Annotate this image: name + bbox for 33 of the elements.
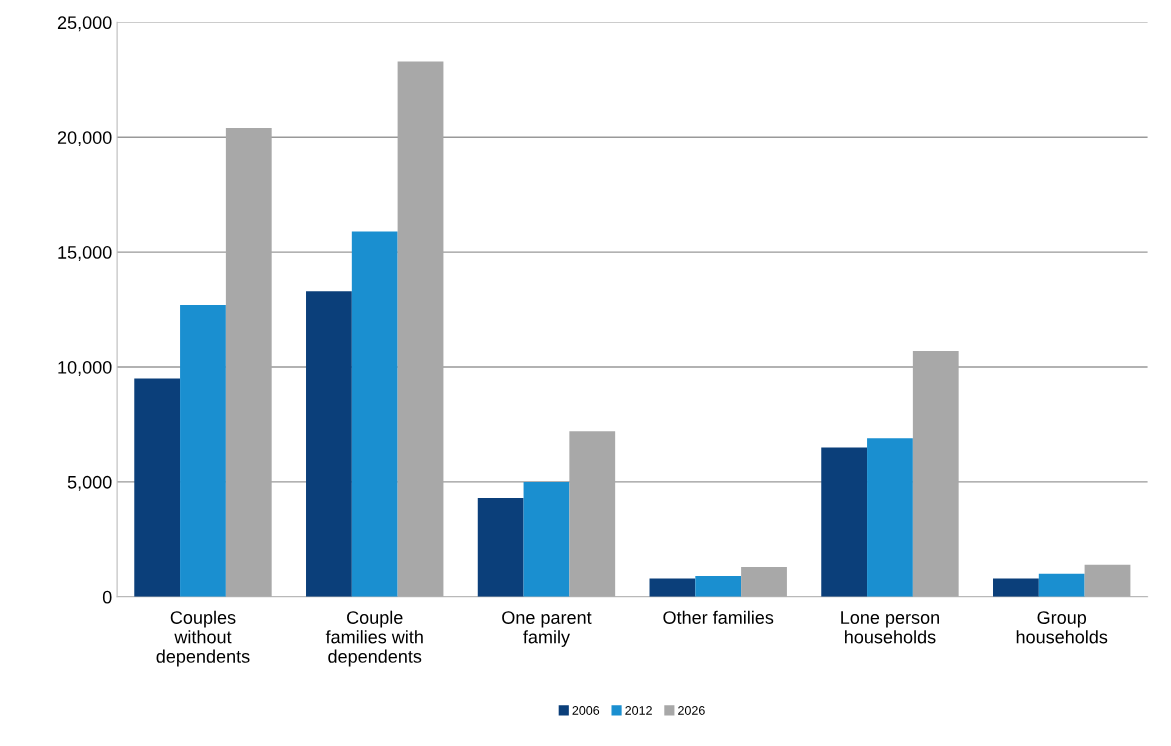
x-tick-label: Other families [663, 610, 774, 624]
bar [225, 128, 272, 597]
y-tick-label: 5,000 [67, 475, 112, 491]
legend-label: 2006 [572, 706, 600, 715]
x-tick-label: Group households [1016, 611, 1108, 644]
legend-label: 2012 [625, 706, 652, 715]
bar [569, 431, 616, 597]
bar [134, 378, 181, 597]
bar [1084, 564, 1131, 597]
bar [523, 481, 570, 597]
y-tick-label: 20,000 [57, 131, 112, 147]
y-tick-label: 10,000 [58, 360, 112, 376]
bar [912, 350, 959, 597]
y-tick-label: 15,000 [58, 246, 112, 261]
x-tick-label: One parent family [502, 611, 592, 647]
bar [306, 291, 352, 597]
bar [351, 231, 398, 597]
bar [397, 61, 444, 597]
bar [867, 438, 913, 597]
bar [993, 578, 1039, 597]
bar [695, 576, 742, 597]
bar [649, 578, 696, 597]
y-tick-label: 0 [102, 590, 112, 604]
bar [1038, 573, 1085, 597]
x-tick-label: Couples without dependents [156, 610, 250, 667]
x-tick-label: Lone person households [841, 611, 939, 644]
bar [821, 447, 868, 597]
x-tick-label: Couple families with dependents [325, 610, 423, 667]
legend-label: 2026 [678, 706, 705, 715]
bar [741, 566, 787, 597]
bar [180, 304, 226, 597]
y-tick-label: 25,000 [57, 16, 112, 32]
bar [477, 498, 524, 597]
